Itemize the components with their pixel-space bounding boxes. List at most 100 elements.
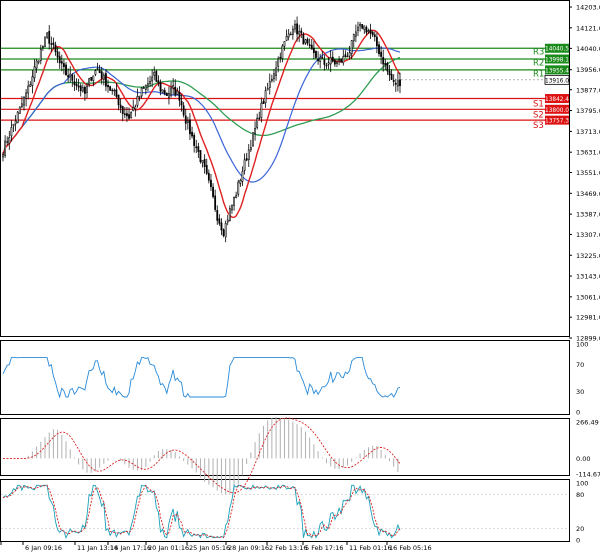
candle-body [380,51,382,57]
candle-body [226,219,229,223]
candle-body [310,44,313,50]
candle [136,88,139,108]
candle [109,85,112,91]
time-tick-label: 25 Jan 05:16 [189,544,230,552]
candle-body [191,131,193,137]
candle-body [321,57,324,59]
level-price-label-r1: 13955.4 [545,68,569,74]
rsi-tick-label: 100 [576,341,588,349]
candle [35,59,38,74]
candle [281,43,284,63]
candle [296,16,298,42]
candle-body [239,179,242,184]
candle [237,179,240,197]
candle-body [8,137,11,144]
rsi-tick-label: 70 [576,361,584,369]
candle-body [210,179,212,188]
candle [348,45,351,60]
candle [138,95,141,102]
moving-averages [2,29,401,219]
candle-body [317,58,319,62]
candles [2,16,401,243]
candle [88,77,91,88]
candle [277,56,280,73]
level-price-box-r2 [545,54,569,64]
candle [340,58,343,64]
candle [224,220,227,243]
candle-body [189,119,191,135]
candle-body [207,172,210,181]
candle [361,24,364,30]
candle-body [92,75,95,81]
level-price-box-r1 [545,65,569,75]
candle [4,135,7,158]
candle [243,153,246,175]
macd-tick-label: 266.49 [576,419,599,427]
candle-body [258,117,261,120]
candle [189,113,191,141]
candle [163,87,166,96]
sr-levels: R3 14040.5R2 13998.1R1 13955.4S1 13842.4S2 13… [1,43,569,131]
candle-body [140,87,143,97]
candle [256,113,259,130]
candle-body [342,56,345,64]
candle [113,88,116,96]
candle-body [2,154,4,158]
candle [23,95,25,111]
candle-body [14,120,17,125]
candle [283,41,286,51]
candle [16,110,19,124]
candle-body [329,57,332,65]
stoch-tick-label: 100 [576,480,588,488]
macd-indicator: 266.49 0.00 -114.67 [3,416,600,495]
candle-body [77,85,80,88]
candle-body [197,146,200,152]
candle-body [186,120,189,123]
candle-body [382,57,385,65]
candle [25,89,28,107]
candle-body [254,128,256,134]
candle-body [52,42,55,45]
current-price-label: 13916.0 [545,78,569,84]
time-tick-label: 20 Jan 01:16 [148,544,189,552]
stoch-tick-label: 80 [576,491,584,499]
macd-tick-label: -114.67 [576,471,600,479]
candle [197,142,200,159]
price-tick-label: 13551.0 [576,169,600,177]
candle [174,79,177,97]
candle-body [69,73,72,77]
candle-body [109,86,112,91]
candle-body [31,76,34,86]
candle [96,62,99,71]
time-tick-label: 28 Jan 09:16 [228,544,269,552]
candle-body [336,62,338,64]
candle-body [138,95,141,98]
candle-body [56,51,59,58]
candle [117,94,120,111]
candle-body [42,45,44,48]
candle-body [193,134,196,146]
candle [119,98,122,113]
candle-body [340,58,343,63]
price-tick-label: 13713.0 [576,128,600,136]
candle [258,111,261,121]
candle [98,64,101,74]
candle [94,69,97,77]
candle-body [170,87,172,96]
candle [18,106,21,114]
candle [100,66,103,85]
candle-body [18,106,21,114]
candle-body [117,94,120,106]
candle-body [123,113,126,116]
candle-body [50,43,53,45]
candle [315,50,317,60]
price-tick-label: 13225.0 [576,252,600,260]
candle [115,83,118,99]
level-price-box-r3 [545,43,569,53]
candle-body [352,34,355,42]
candle [310,38,313,50]
candle-body [235,195,238,198]
candle [46,32,49,40]
candle-body [231,204,233,211]
